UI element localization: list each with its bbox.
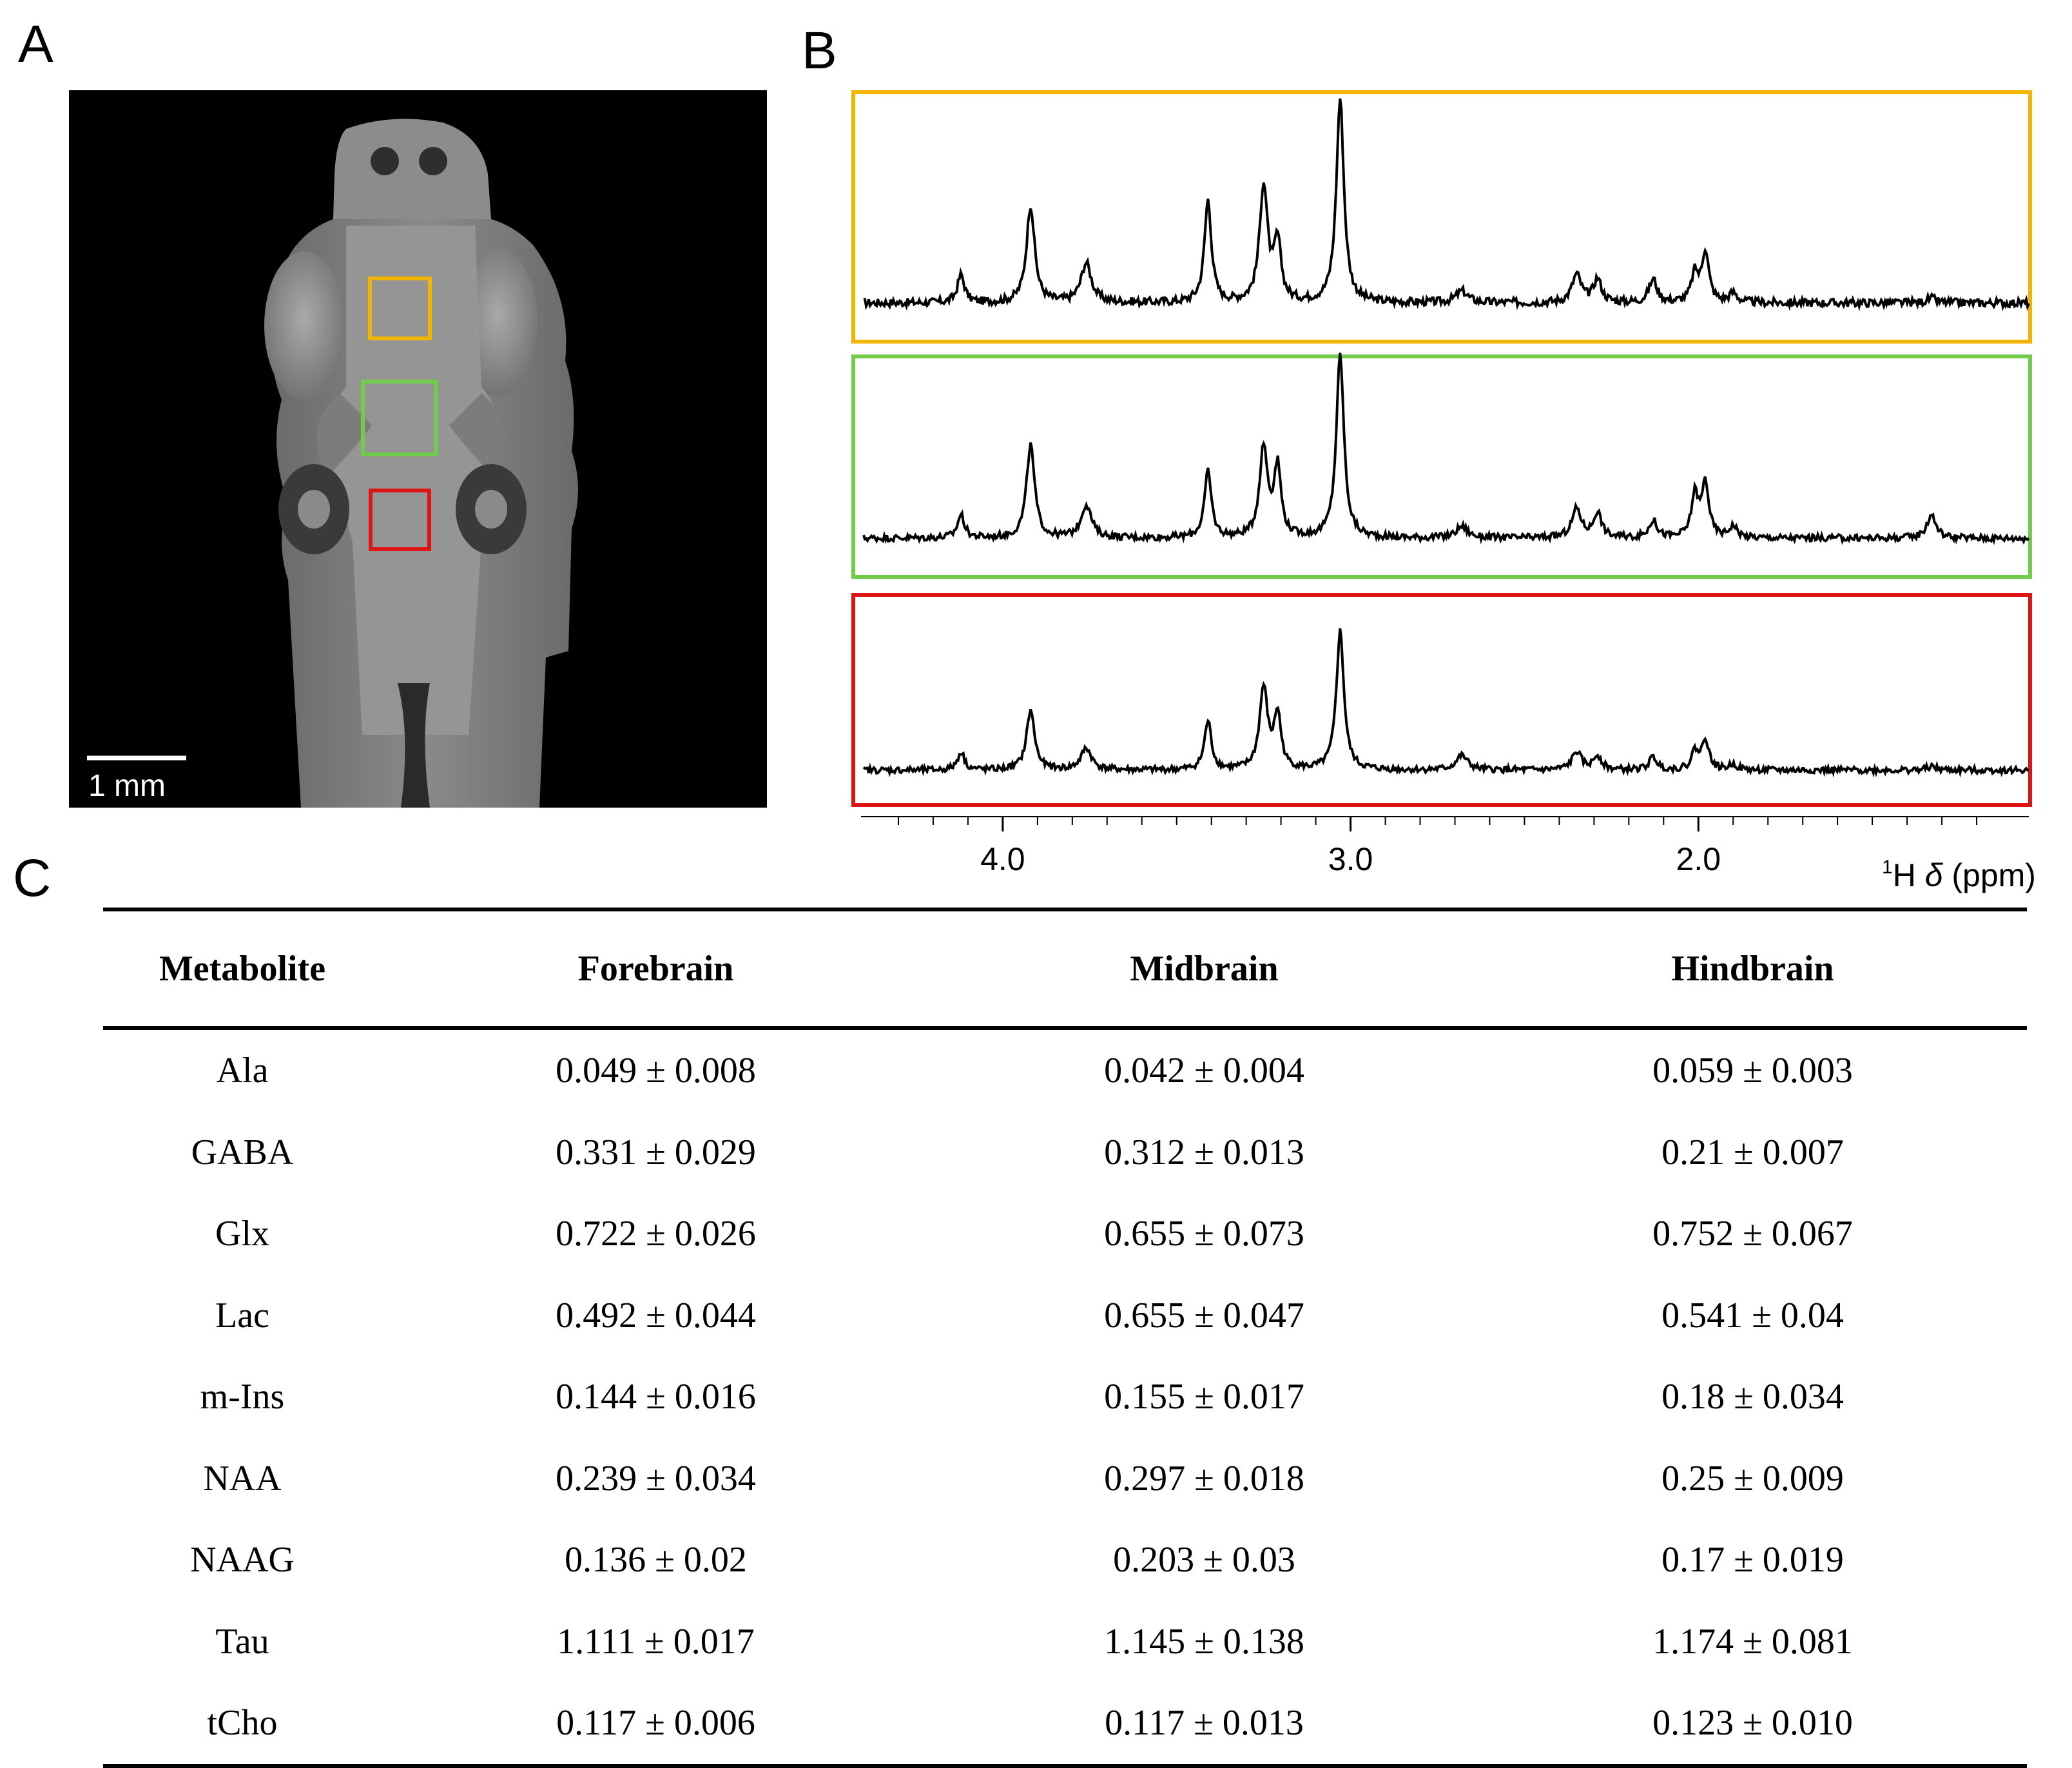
roi-box-forebrain xyxy=(368,277,432,340)
value-cell: 0.297 ± 0.018 xyxy=(1104,1458,1304,1499)
brain-anatomy xyxy=(264,119,578,808)
value-cell: 1.145 ± 0.138 xyxy=(1104,1621,1304,1662)
table-row: Tau 1.111 ± 0.017 1.145 ± 0.138 1.174 ± 0.0… xyxy=(103,1601,2027,1683)
metabolite-name-cell: Lac xyxy=(215,1295,269,1336)
table-header-row: Metabolite Forebrain Midbrain Hindbrain xyxy=(103,908,2027,1030)
scale-bar-label: 1 mm xyxy=(88,769,166,803)
value-cell: 0.042 ± 0.004 xyxy=(1104,1051,1304,1091)
metabolite-name-cell: GABA xyxy=(191,1132,294,1172)
value-cell: 0.144 ± 0.016 xyxy=(556,1377,756,1417)
panel-label-c: C xyxy=(13,849,52,908)
x-tick-label: 3.0 xyxy=(1328,841,1373,877)
value-cell: 1.174 ± 0.081 xyxy=(1652,1621,1853,1662)
value-cell: 0.25 ± 0.009 xyxy=(1661,1458,1844,1499)
metabolite-name-cell: Ala xyxy=(216,1051,269,1091)
header-hindbrain: Hindbrain xyxy=(1478,908,2027,1030)
table-row: m-Ins 0.144 ± 0.016 0.155 ± 0.017 0.18 ± 0.… xyxy=(103,1356,2027,1438)
value-cell: 0.18 ± 0.034 xyxy=(1661,1377,1844,1417)
table-row: NAA 0.239 ± 0.034 0.297 ± 0.018 0.25 ± 0.00… xyxy=(103,1438,2027,1520)
mri-image: 1 mm xyxy=(69,90,767,808)
metabolite-name-cell: m-Ins xyxy=(200,1377,285,1417)
value-cell: 0.312 ± 0.013 xyxy=(1104,1132,1304,1172)
metabolite-name-cell: Glx xyxy=(215,1214,269,1254)
value-cell: 0.155 ± 0.017 xyxy=(1104,1377,1304,1417)
table-row: NAAG 0.136 ± 0.02 0.203 ± 0.03 0.17 ± 0.019 xyxy=(103,1519,2027,1601)
value-cell: 0.117 ± 0.013 xyxy=(930,1682,1478,1768)
metabolite-name-cell: NAAG xyxy=(190,1540,295,1580)
spectra-panel: 4.0 3.0 2.0 1H δ (ppm) xyxy=(851,90,2072,896)
spectra-chart: 4.0 3.0 2.0 1H δ (ppm) xyxy=(851,90,2036,893)
table-body: Ala 0.049 ± 0.008 0.042 ± 0.004 0.059 ± 0.0… xyxy=(103,1028,2027,1768)
value-cell: 0.123 ± 0.010 xyxy=(1478,1682,2027,1768)
value-cell: 0.541 ± 0.04 xyxy=(1661,1295,1844,1336)
header-midbrain: Midbrain xyxy=(930,908,1478,1030)
mri-image-panel: 1 mm xyxy=(69,90,767,808)
x-axis-label-nucleus: H xyxy=(1893,857,1925,893)
panel-label-b: B xyxy=(802,21,837,80)
x-axis-label-superscript: 1 xyxy=(1882,857,1893,878)
spectrum-frame-midbrain xyxy=(851,355,2032,579)
roi-box-hindbrain xyxy=(369,489,431,551)
value-cell: 0.655 ± 0.047 xyxy=(1104,1295,1304,1336)
spectrum-trace-forebrain xyxy=(863,98,2030,311)
value-cell: 0.049 ± 0.008 xyxy=(556,1051,756,1091)
metabolite-name-cell: tCho xyxy=(103,1682,382,1768)
table-row: Lac 0.492 ± 0.044 0.655 ± 0.047 0.541 ± 0.0… xyxy=(103,1275,2027,1357)
metabolite-name-cell: NAA xyxy=(203,1458,282,1499)
value-cell: 0.059 ± 0.003 xyxy=(1652,1051,1853,1091)
value-cell: 0.239 ± 0.034 xyxy=(556,1458,756,1499)
value-cell: 0.21 ± 0.007 xyxy=(1661,1132,1844,1172)
spectrum-frame-forebrain xyxy=(851,90,2032,344)
x-tick-label: 2.0 xyxy=(1676,841,1721,877)
x-axis-label-delta: δ xyxy=(1925,857,1944,893)
value-cell: 0.752 ± 0.067 xyxy=(1652,1214,1853,1254)
metabolite-table: Metabolite Forebrain Midbrain Hindbrain … xyxy=(103,908,2027,1768)
value-cell: 0.117 ± 0.006 xyxy=(382,1682,930,1768)
spectrum-frame-hindbrain xyxy=(851,593,2032,807)
header-forebrain: Forebrain xyxy=(382,908,930,1030)
x-axis-label: 1H δ (ppm) xyxy=(1882,857,2036,893)
value-cell: 0.331 ± 0.029 xyxy=(556,1132,756,1172)
panel-label-a: A xyxy=(18,15,53,73)
table-row: GABA 0.331 ± 0.029 0.312 ± 0.013 0.21 ± 0.0… xyxy=(103,1112,2027,1194)
x-axis-label-unit: (ppm) xyxy=(1942,857,2035,893)
metabolite-table-panel: Metabolite Forebrain Midbrain Hindbrain … xyxy=(103,908,2027,1768)
value-cell: 1.111 ± 0.017 xyxy=(557,1621,755,1662)
table-row: Ala 0.049 ± 0.008 0.042 ± 0.004 0.059 ± 0.0… xyxy=(103,1028,2027,1112)
value-cell: 0.136 ± 0.02 xyxy=(565,1540,747,1580)
table-row: Glx 0.722 ± 0.026 0.655 ± 0.073 0.752 ± 0.0… xyxy=(103,1193,2027,1275)
x-axis-ticks xyxy=(897,817,1978,831)
value-cell: 0.655 ± 0.073 xyxy=(1104,1214,1304,1254)
x-tick-label: 4.0 xyxy=(980,841,1025,877)
table-row: tCho 0.117 ± 0.006 0.117 ± 0.013 0.123 ± 0.… xyxy=(103,1682,2027,1768)
header-metabolite: Metabolite xyxy=(103,908,382,1030)
value-cell: 0.203 ± 0.03 xyxy=(1113,1540,1295,1580)
spectrum-trace-midbrain xyxy=(862,353,2030,545)
value-cell: 0.722 ± 0.026 xyxy=(556,1214,756,1254)
value-cell: 0.17 ± 0.019 xyxy=(1661,1540,1844,1580)
spectrum-trace-hindbrain xyxy=(862,628,2029,778)
roi-box-midbrain xyxy=(361,380,438,456)
value-cell: 0.492 ± 0.044 xyxy=(556,1295,756,1336)
metabolite-name-cell: Tau xyxy=(215,1621,269,1662)
